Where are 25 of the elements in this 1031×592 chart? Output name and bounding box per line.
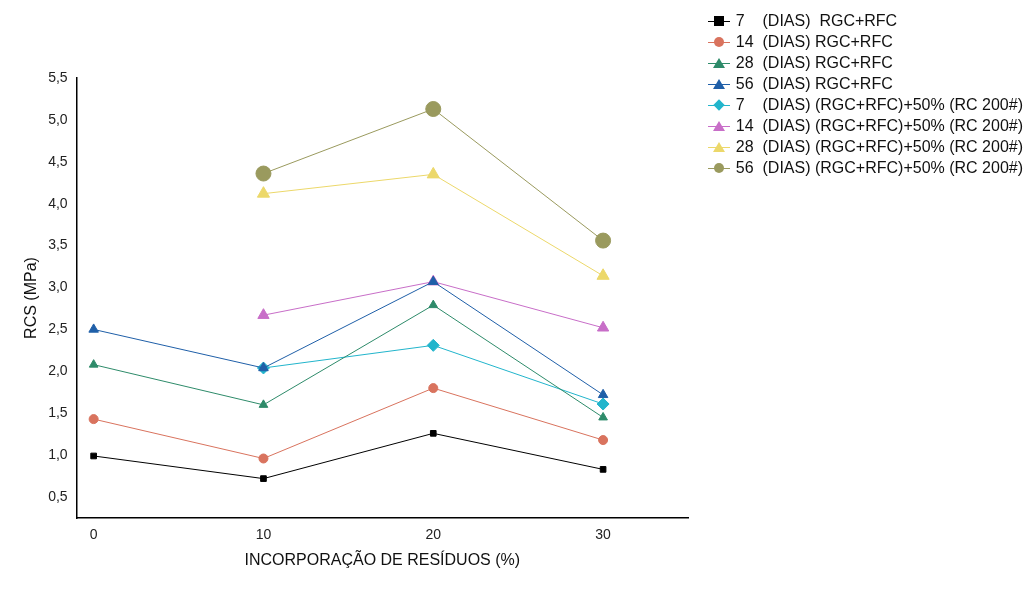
- y-tick-label: 1,0: [48, 446, 68, 462]
- legend-label: 7 (DIAS) (RGC+RFC)+50% (RC 200#): [735, 95, 1023, 115]
- legend-label: 28 (DIAS) (RGC+RFC)+50% (RC 200#): [735, 137, 1023, 157]
- y-tick-label: 2,5: [48, 320, 68, 337]
- y-tick-label: 3,5: [48, 236, 68, 253]
- legend-label: 14 (DIAS) (RGC+RFC)+50% (RC 200#): [735, 116, 1023, 136]
- x-tick-label: 10: [255, 526, 272, 543]
- y-tick-label: 5,0: [48, 110, 68, 127]
- y-tick-label: 3,0: [48, 278, 68, 295]
- y-tick-label: 2,0: [48, 362, 68, 379]
- x-tick-label: 0: [89, 526, 98, 543]
- legend-label: 56 (DIAS) RGC+RFC: [735, 74, 893, 94]
- legend-label: 56 (DIAS) (RGC+RFC)+50% (RC 200#): [735, 158, 1023, 178]
- y-tick-label: 0,5: [48, 487, 68, 504]
- y-tick-label: 1,5: [48, 404, 68, 421]
- legend-label: 28 (DIAS) RGC+RFC: [735, 53, 893, 73]
- y-tick-label: 4,5: [48, 152, 68, 169]
- legend-label: 14 (DIAS) RGC+RFC: [735, 32, 893, 52]
- y-tick-label: 5,5: [48, 68, 68, 85]
- x-tick-label: 30: [595, 526, 612, 543]
- y-tick-label: 4,0: [48, 194, 68, 211]
- legend-label: 7 (DIAS) RGC+RFC: [735, 11, 898, 31]
- y-axis-title: RCS (MPa): [22, 257, 40, 339]
- x-tick-label: 20: [425, 526, 442, 543]
- x-axis-title: INCORPORAÇÃO DE RESÍDUOS (%): [244, 548, 521, 568]
